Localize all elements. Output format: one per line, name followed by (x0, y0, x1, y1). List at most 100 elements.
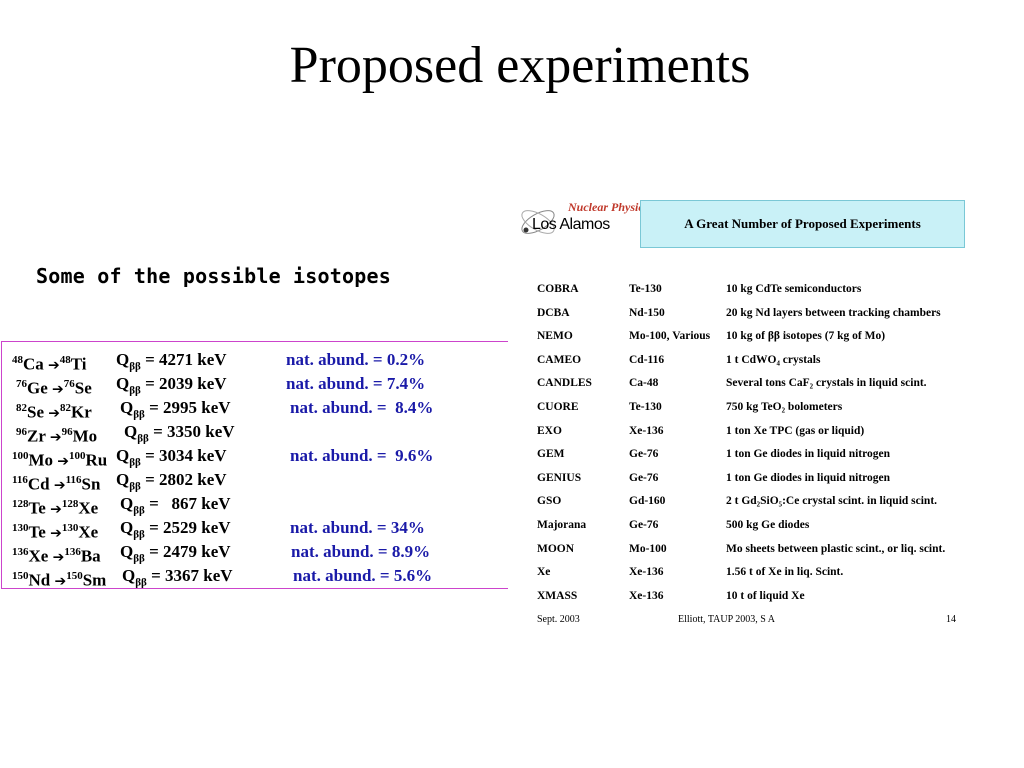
q-subscript: ββ (133, 552, 145, 565)
parent-mass: 116 (12, 474, 28, 486)
experiment-name: Majorana (537, 519, 587, 531)
arrow-right-icon: ➔ (48, 357, 60, 374)
experiment-isotope: Te-130 (629, 283, 662, 295)
experiment-name: CANDLES (537, 377, 592, 390)
figure-banner: A Great Number of Proposed Experiments (640, 200, 965, 248)
daughter-element: Sn (81, 474, 101, 494)
isotope-row: 76Ge ➔76Se Qββ = 2039 keV nat. abund. = 7.… (16, 374, 425, 400)
daughter-mass: 76 (63, 378, 75, 390)
daughter-mass: 130 (61, 522, 79, 534)
q-subscript: ββ (129, 384, 141, 397)
q-value: = 867 keV (149, 494, 231, 513)
daughter-element: Sm (82, 570, 107, 590)
experiment-name: CUORE (537, 401, 579, 413)
experiment-name: Xe (537, 566, 551, 579)
q-symbol: Q (120, 542, 134, 561)
natural-abundance: nat. abund. = 9.6% (290, 446, 434, 465)
experiment-isotope: Ge-76 (629, 519, 659, 531)
experiment-isotope: Xe-136 (629, 589, 664, 602)
experiment-name: MOON (537, 542, 575, 555)
parent-element: Te (28, 522, 46, 542)
parent-element: Cd (27, 474, 50, 494)
isotope-row: 116Cd ➔116Sn Qββ = 2802 keV (12, 470, 227, 496)
q-subscript: ββ (129, 456, 141, 469)
natural-abundance: nat. abund. = 8.4% (290, 398, 434, 417)
q-symbol: Q (116, 374, 130, 393)
isotope-row: 150Nd ➔150Sm Qββ = 3367 keV nat. abund. = … (12, 566, 432, 592)
experiment-isotope: Ge-76 (629, 448, 659, 461)
parent-element: Nd (28, 570, 51, 590)
experiment-name: GENIUS (537, 471, 582, 484)
arrow-right-icon: ➔ (48, 405, 60, 422)
isotope-row: 128Te ➔128Xe Qββ = 867 keV (12, 494, 231, 520)
experiment-isotope: Cd-116 (629, 353, 665, 366)
arrow-right-icon: ➔ (50, 525, 62, 542)
parent-mass: 130 (12, 522, 29, 534)
q-symbol: Q (116, 350, 130, 369)
parent-mass: 100 (12, 450, 29, 462)
slide-title: Proposed experiments (289, 37, 751, 94)
daughter-element: Kr (70, 402, 92, 422)
experiment-name: GEM (537, 448, 565, 461)
experiment-description: 1.56 t of Xe in liq. Scint. (726, 566, 844, 579)
daughter-element: Xe (78, 522, 99, 542)
q-value: = 2479 keV (149, 542, 231, 561)
daughter-element: Xe (78, 498, 99, 518)
experiment-name: GSO (537, 495, 562, 508)
experiment-description: 1 ton Xe TPC (gas or liquid) (726, 424, 865, 437)
parent-element: Te (28, 498, 46, 518)
parent-mass: 128 (12, 498, 29, 510)
isotope-row: 82Se ➔82Kr Qββ = 2995 keV nat. abund. = 8.… (16, 398, 433, 424)
q-value: = 3350 keV (153, 422, 235, 441)
natural-abundance: nat. abund. = 34% (290, 518, 425, 537)
q-value: = 4271 keV (145, 350, 227, 369)
daughter-mass: 150 (66, 570, 83, 582)
logo-nuclear-physics: Nuclear Physics (568, 200, 649, 214)
arrow-right-icon: ➔ (50, 501, 62, 518)
logo-los-alamos: Los Alamos (532, 216, 610, 233)
figure-footer-date: Sept. 2003 (537, 614, 580, 625)
daughter-element: Mo (72, 426, 98, 446)
daughter-mass: 100 (69, 450, 86, 462)
q-symbol: Q (116, 446, 130, 465)
experiment-description: 750 kg TeO₂ bolometers (726, 401, 843, 413)
parent-element: Ge (27, 378, 48, 398)
q-subscript: ββ (133, 408, 145, 421)
experiment-name: XMASS (537, 589, 578, 602)
daughter-mass: 82 (59, 402, 71, 414)
daughter-element: Ti (70, 354, 87, 374)
isotope-row: 100Mo ➔100Ru Qββ = 3034 keV nat. abund. = … (12, 446, 433, 472)
q-value: = 2039 keV (145, 374, 227, 393)
experiment-name: EXO (537, 424, 562, 437)
q-subscript: ββ (133, 528, 145, 541)
figure-footer-credit: Elliott, TAUP 2003, S A (678, 614, 775, 625)
q-value: = 2529 keV (149, 518, 231, 537)
q-subscript: ββ (129, 360, 141, 373)
experiment-description: 10 t of liquid Xe (726, 589, 805, 602)
q-value: = 2802 keV (145, 470, 227, 489)
arrow-right-icon: ➔ (52, 549, 65, 566)
isotopes-heading: Some of the possible isotopes (36, 264, 391, 288)
experiment-description: 1 ton Ge diodes in liquid nitrogen (726, 448, 891, 461)
experiment-name: NEMO (537, 330, 573, 343)
natural-abundance: nat. abund. = 0.2% (286, 350, 426, 369)
q-symbol: Q (124, 422, 138, 441)
parent-mass: 136 (12, 546, 29, 558)
q-symbol: Q (116, 470, 130, 489)
experiment-description: 2 t Gd₂SiO₅:Ce crystal scint. in liquid … (726, 495, 938, 508)
q-value: = 3034 keV (145, 446, 227, 465)
natural-abundance: nat. abund. = 5.6% (293, 566, 433, 585)
atom-orbit-icon (521, 210, 555, 234)
q-symbol: Q (120, 398, 134, 417)
experiment-description: 500 kg Ge diodes (726, 519, 810, 531)
experiment-isotope: Xe-136 (629, 566, 664, 579)
isotope-row: 136Xe ➔136Ba Qββ = 2479 keV nat. abund. = … (12, 542, 430, 568)
experiment-name: COBRA (537, 283, 579, 295)
parent-mass: 150 (12, 570, 29, 582)
isotope-row: 48Ca ➔48Ti Qββ = 4271 keV nat. abund. = 0.… (12, 350, 425, 376)
parent-mass: 48 (12, 354, 23, 366)
parent-element: Mo (28, 450, 54, 470)
parent-element: Se (27, 402, 44, 422)
daughter-mass: 128 (61, 498, 79, 510)
natural-abundance: nat. abund. = 8.9% (291, 542, 431, 561)
